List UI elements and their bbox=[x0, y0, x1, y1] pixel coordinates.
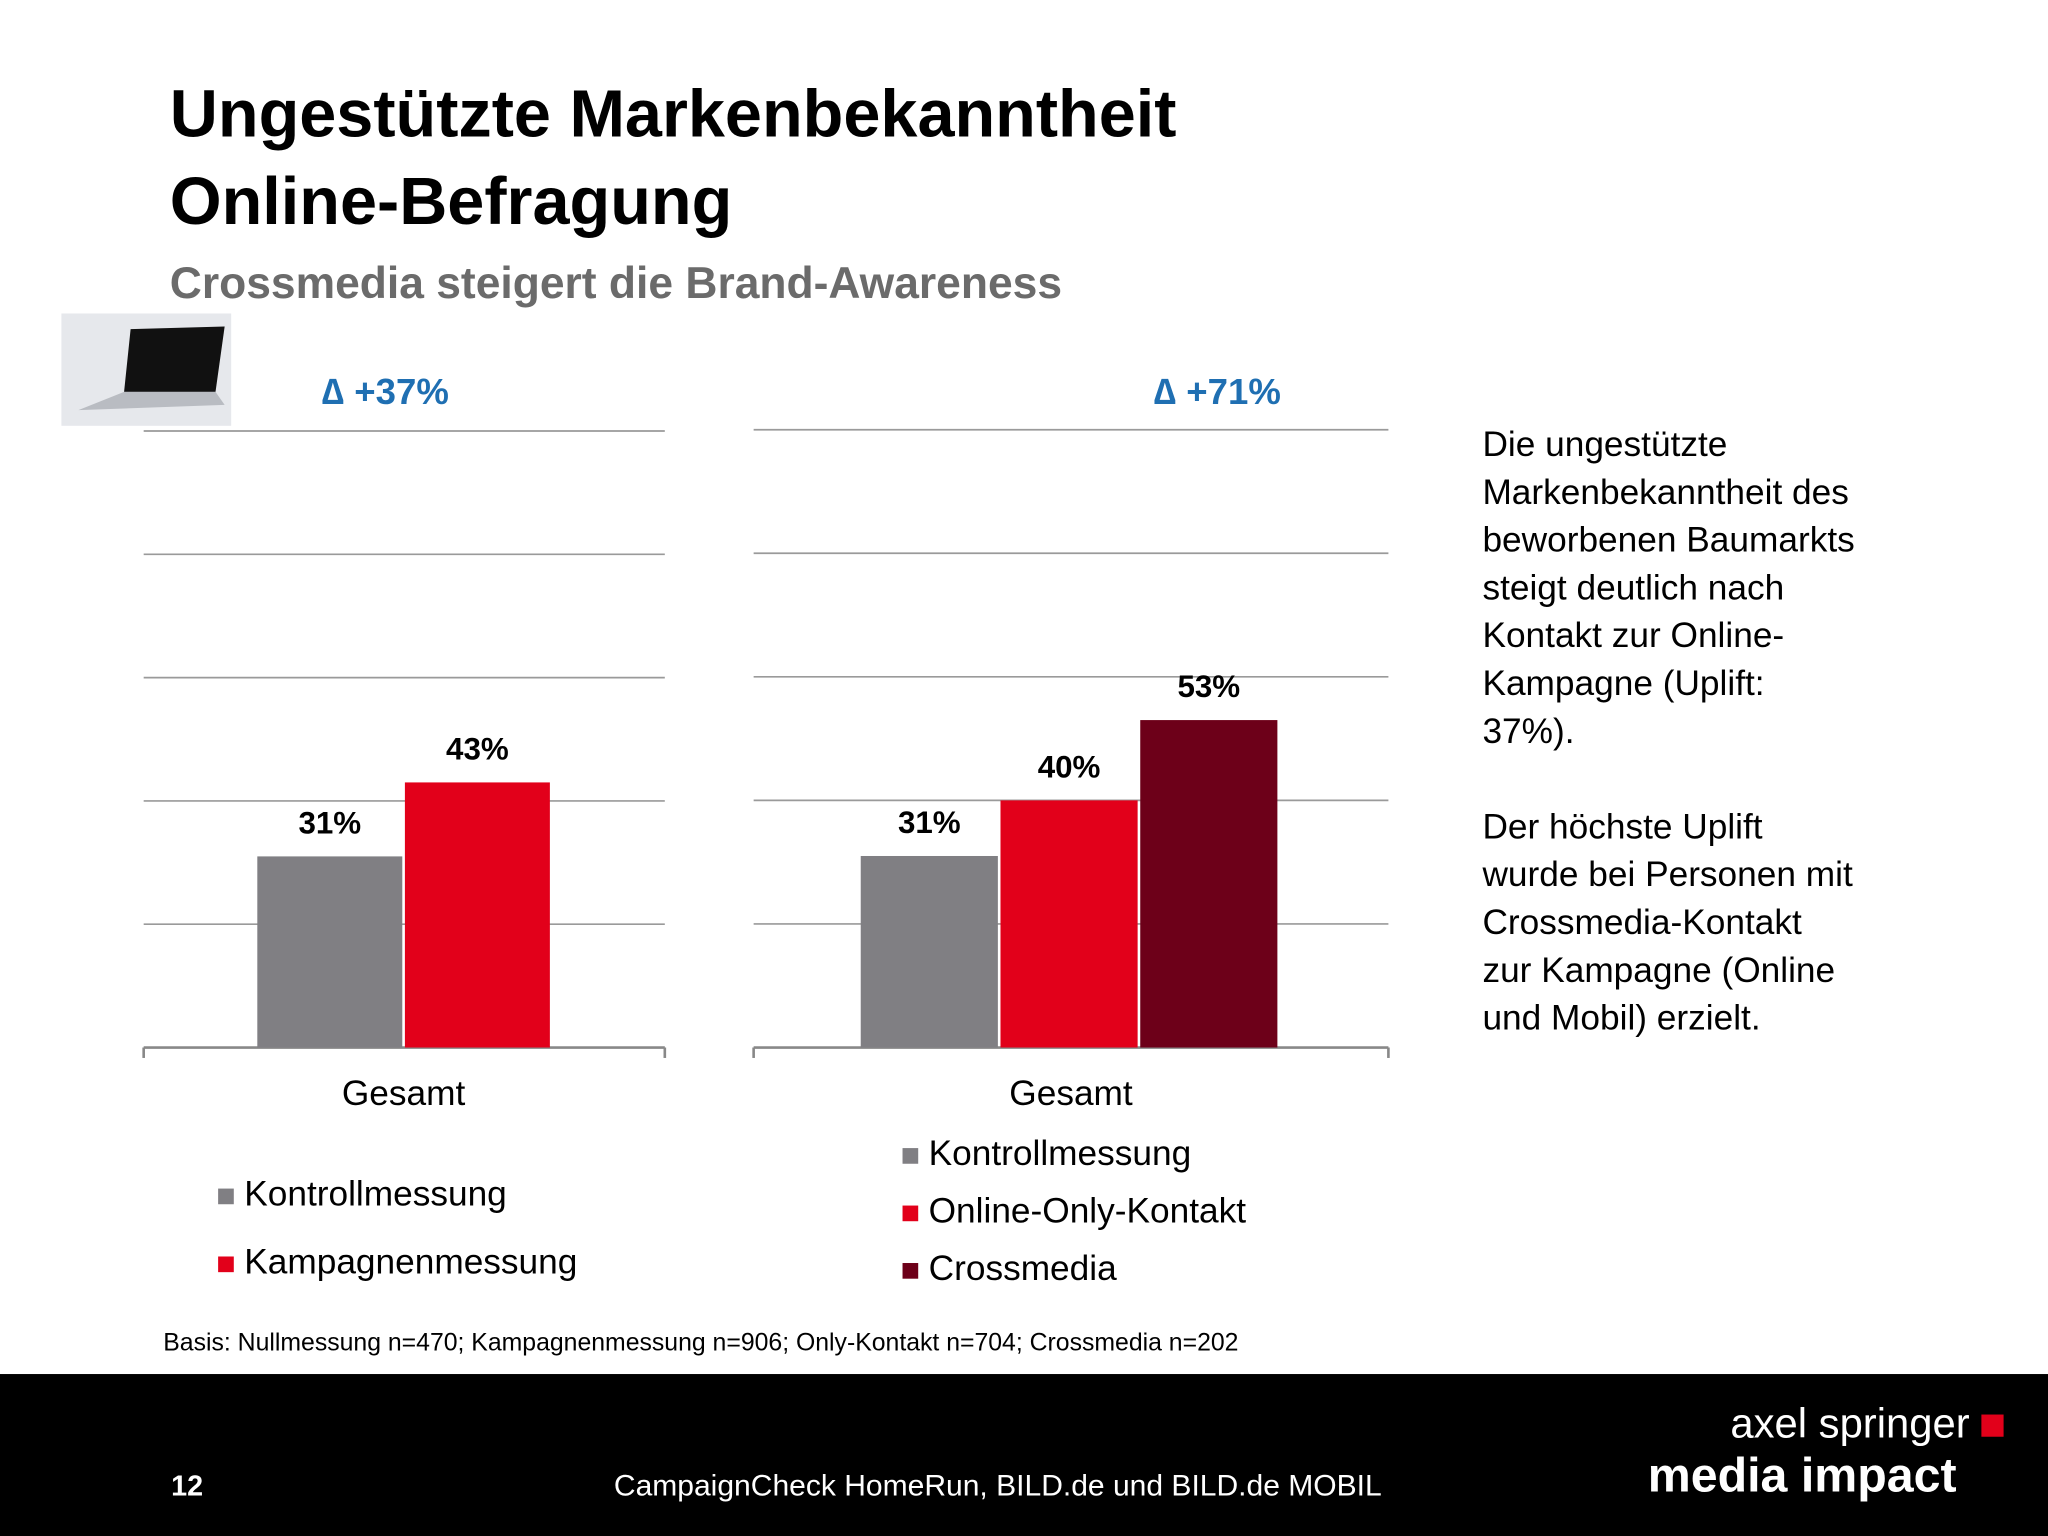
legend-label: Kampagnenmessung bbox=[244, 1243, 577, 1282]
bar bbox=[860, 855, 998, 1048]
body-text: Markenbekanntheit des bbox=[1482, 473, 1848, 512]
data-label: 31% bbox=[898, 805, 961, 840]
laptop-icon bbox=[61, 313, 232, 426]
legend-label: Crossmedia bbox=[929, 1249, 1117, 1288]
logo-square bbox=[1981, 1414, 2004, 1437]
logo-text: media impact bbox=[1648, 1448, 1957, 1502]
body-text: steigt deutlich nach bbox=[1482, 568, 1784, 607]
bar bbox=[404, 782, 550, 1048]
icon-base bbox=[78, 391, 225, 411]
legend-swatch bbox=[902, 1263, 919, 1279]
body-text: Kampagne (Uplift: bbox=[1482, 664, 1764, 703]
data-label: 31% bbox=[298, 805, 361, 840]
annotation: ∆ +37% bbox=[322, 371, 449, 412]
icon-screen bbox=[124, 326, 225, 392]
logo-text: axel springer bbox=[1730, 1399, 1969, 1446]
legend-label: Kontrollmessung bbox=[929, 1134, 1192, 1173]
legend-swatch bbox=[218, 1188, 234, 1205]
data-label: 53% bbox=[1177, 669, 1240, 704]
body-text: Kontakt zur Online- bbox=[1482, 616, 1784, 655]
legend-label: Kontrollmessung bbox=[244, 1175, 507, 1214]
x-tick-label: Gesamt bbox=[342, 1074, 466, 1113]
body-text: Crossmedia-Kontakt bbox=[1482, 903, 1802, 942]
body-text: wurde bei Personen mit bbox=[1481, 855, 1853, 894]
annotation: ∆ +71% bbox=[1154, 371, 1281, 412]
body-text: und Mobil) erzielt. bbox=[1482, 999, 1760, 1038]
x-tick-label: Gesamt bbox=[1009, 1074, 1133, 1113]
title-line: Ungestützte Markenbekanntheit bbox=[170, 77, 1177, 151]
bar bbox=[1140, 720, 1278, 1048]
title-line: Online-Befragung bbox=[170, 165, 732, 239]
data-label: 40% bbox=[1038, 749, 1101, 784]
bar bbox=[1000, 800, 1138, 1048]
body-text: 37%). bbox=[1482, 712, 1574, 751]
body-text: Die ungestützte bbox=[1482, 425, 1727, 464]
body-text: Der höchste Uplift bbox=[1482, 807, 1762, 846]
bar bbox=[257, 856, 403, 1048]
footnote: Basis: Nullmessung n=470; Kampagnenmessu… bbox=[163, 1330, 1238, 1357]
page-number: 12 bbox=[171, 1470, 203, 1502]
legend-swatch bbox=[902, 1148, 919, 1164]
footer-source: CampaignCheck HomeRun, BILD.de und BILD.… bbox=[614, 1470, 1382, 1503]
legend-label: Online-Only-Kontakt bbox=[929, 1192, 1247, 1231]
subtitle: Crossmedia steigert die Brand-Awareness bbox=[170, 259, 1062, 308]
footer-bar bbox=[0, 1374, 2048, 1536]
data-label: 43% bbox=[446, 731, 509, 766]
body-text: zur Kampagne (Online bbox=[1482, 951, 1835, 990]
body-text: beworbenen Baumarkts bbox=[1482, 521, 1854, 560]
legend-swatch bbox=[218, 1256, 234, 1273]
legend-swatch bbox=[902, 1205, 919, 1222]
